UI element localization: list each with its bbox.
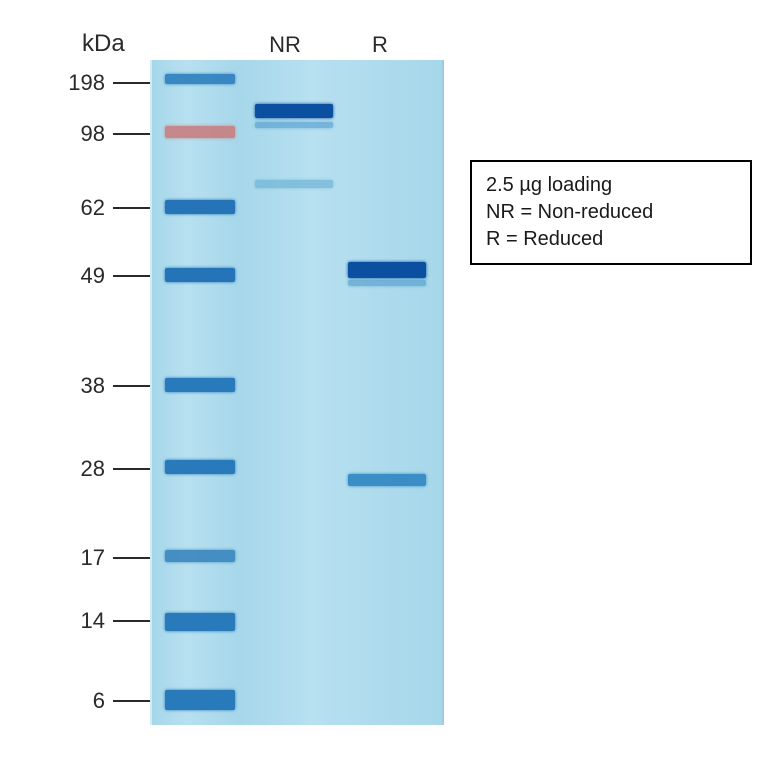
tick-label: 49 [55,263,105,289]
gel-band [165,613,235,631]
gel-band [165,460,235,474]
tick-line [113,82,150,84]
tick-label: 14 [55,608,105,634]
gel-band [255,180,333,188]
tick-label: 6 [55,688,105,714]
gel-band [165,200,235,214]
gel-band [348,280,426,286]
legend-box: 2.5 µg loading NR = Non-reduced R = Redu… [470,160,752,265]
tick-label: 98 [55,121,105,147]
legend-line: NR = Non-reduced [486,199,736,226]
gel-band [165,550,235,562]
gel-band [255,104,333,118]
tick-line [113,468,150,470]
legend-line: 2.5 µg loading [486,172,736,199]
gel-band [165,690,235,710]
gel-band [348,262,426,278]
tick-line [113,207,150,209]
lane-header: NR [255,32,315,58]
tick-label: 62 [55,195,105,221]
lane-header: R [350,32,410,58]
gel-band [348,474,426,486]
tick-line [113,385,150,387]
gel-band [165,378,235,392]
tick-line [113,557,150,559]
tick-label: 28 [55,456,105,482]
figure-canvas: kDa NR R 198 98 62 49 38 28 17 14 6 2.5 µg loadin… [0,0,764,764]
tick-label: 198 [55,70,105,96]
tick-label: 17 [55,545,105,571]
tick-line [113,133,150,135]
gel-band [255,122,333,128]
tick-line [113,620,150,622]
tick-line [113,700,150,702]
gel-band [165,268,235,282]
gel-band [165,74,235,84]
unit-label: kDa [82,30,125,58]
legend-line: R = Reduced [486,226,736,253]
tick-line [113,275,150,277]
tick-label: 38 [55,373,105,399]
gel-band [165,126,235,138]
